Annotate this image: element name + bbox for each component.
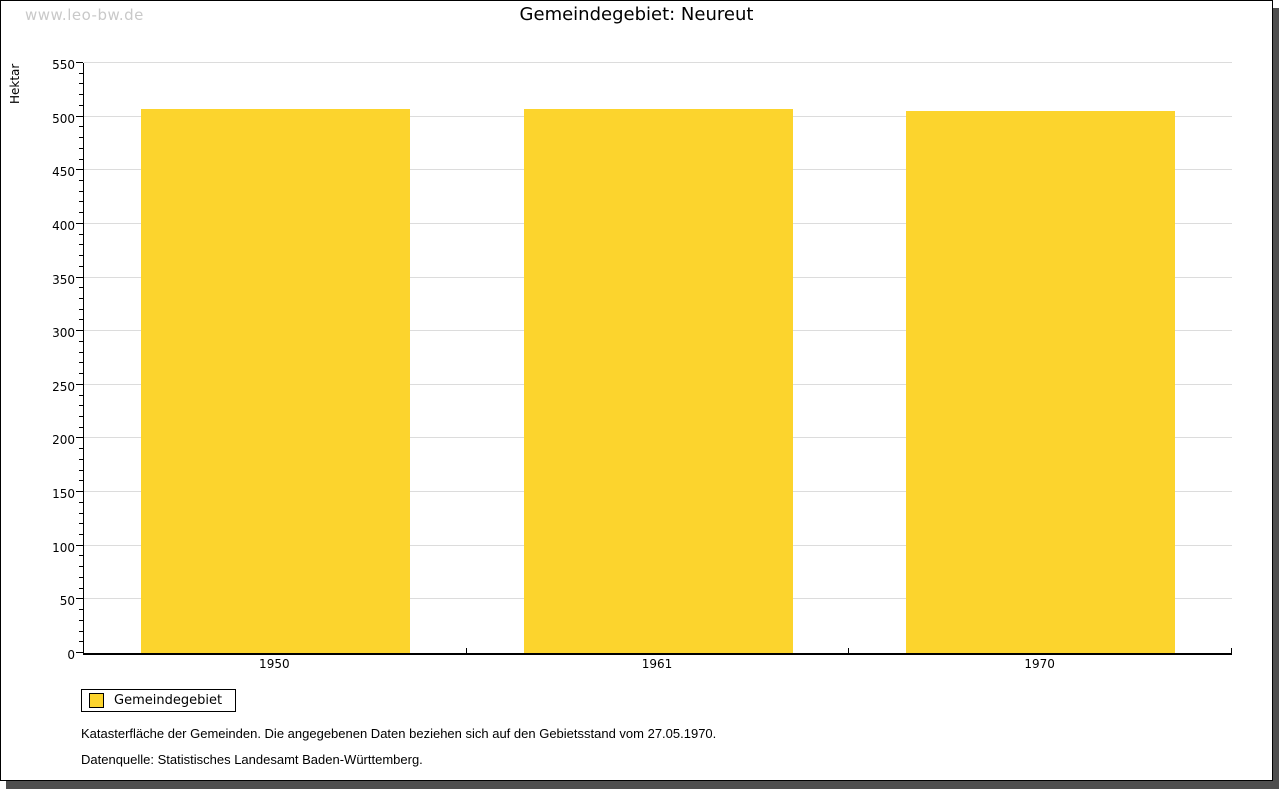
y-minor-tick bbox=[79, 512, 83, 514]
y-minor-tick bbox=[79, 126, 83, 128]
y-tick-label: 350 bbox=[52, 272, 75, 287]
y-minor-tick bbox=[79, 244, 83, 246]
y-minor-tick bbox=[79, 405, 83, 407]
y-major-tick bbox=[76, 330, 83, 332]
y-minor-tick bbox=[79, 255, 83, 257]
y-minor-tick bbox=[79, 501, 83, 503]
y-minor-tick bbox=[79, 448, 83, 450]
bar-1961 bbox=[523, 109, 793, 653]
y-minor-tick bbox=[79, 212, 83, 214]
watermark: www.leo-bw.de bbox=[25, 6, 144, 24]
y-tick-label: 100 bbox=[52, 540, 75, 555]
y-tick-label: 150 bbox=[52, 487, 75, 502]
y-minor-tick bbox=[79, 340, 83, 342]
legend-label: Gemeindegebiet bbox=[114, 693, 223, 708]
y-minor-tick bbox=[79, 480, 83, 482]
y-minor-tick bbox=[79, 523, 83, 525]
y-minor-tick bbox=[79, 641, 83, 643]
y-minor-tick bbox=[79, 158, 83, 160]
y-tick-label: 400 bbox=[52, 218, 75, 233]
y-minor-tick bbox=[79, 458, 83, 460]
y-minor-tick bbox=[79, 180, 83, 181]
footer-note-source-date: Katasterfläche der Gemeinden. Die angege… bbox=[81, 726, 717, 741]
y-tick-label: 0 bbox=[67, 648, 75, 662]
y-tick-label: 50 bbox=[59, 594, 75, 609]
y-minor-tick bbox=[79, 619, 83, 621]
y-minor-tick bbox=[79, 362, 83, 364]
bar-1950 bbox=[140, 109, 410, 653]
x-tick-label: 1970 bbox=[1024, 657, 1055, 671]
y-minor-tick bbox=[79, 555, 83, 557]
x-boundary-tick bbox=[465, 648, 467, 653]
x-tick-label: 1950 bbox=[259, 657, 290, 671]
y-major-tick bbox=[76, 169, 83, 171]
plot-area bbox=[76, 62, 1232, 655]
y-tick-label: 250 bbox=[52, 379, 75, 394]
chart-title: Gemeindegebiet: Neureut bbox=[519, 4, 754, 25]
y-major-tick bbox=[76, 598, 83, 600]
y-minor-tick bbox=[79, 287, 83, 289]
y-major-tick bbox=[76, 222, 83, 224]
y-minor-tick bbox=[79, 394, 83, 396]
y-tick-label: 500 bbox=[52, 111, 75, 126]
y-minor-tick bbox=[79, 319, 83, 321]
y-major-tick bbox=[76, 115, 83, 117]
y-minor-tick bbox=[79, 201, 83, 203]
x-tick-label: 1961 bbox=[641, 657, 673, 671]
y-minor-tick bbox=[79, 351, 83, 353]
y-minor-tick bbox=[79, 469, 83, 471]
x-boundary-tick bbox=[1231, 648, 1232, 653]
y-minor-tick bbox=[79, 94, 83, 96]
y-minor-tick bbox=[79, 416, 83, 417]
y-tick-label: 300 bbox=[52, 326, 75, 341]
y-major-tick bbox=[76, 383, 83, 385]
y-minor-tick bbox=[79, 190, 83, 192]
y-major-tick bbox=[76, 544, 83, 546]
y-minor-tick bbox=[79, 233, 83, 235]
y-minor-tick bbox=[79, 426, 83, 428]
y-minor-tick bbox=[79, 104, 83, 106]
y-tick-label: 550 bbox=[52, 58, 75, 72]
y-minor-tick bbox=[79, 147, 83, 149]
y-minor-tick bbox=[79, 72, 83, 74]
y-minor-tick bbox=[79, 534, 83, 535]
y-minor-tick bbox=[79, 566, 83, 568]
gridline bbox=[84, 62, 1232, 63]
y-minor-tick bbox=[79, 630, 83, 632]
legend: Gemeindegebiet bbox=[81, 689, 237, 712]
y-major-tick bbox=[76, 276, 83, 278]
y-minor-tick bbox=[79, 265, 83, 267]
y-tick-label: 200 bbox=[52, 433, 75, 448]
y-minor-tick bbox=[79, 587, 83, 589]
y-major-tick bbox=[76, 62, 83, 63]
y-major-tick bbox=[76, 652, 83, 653]
y-major-tick bbox=[76, 437, 83, 439]
x-axis-labels: 1950 1961 1970 bbox=[83, 657, 1231, 675]
y-minor-tick bbox=[79, 83, 83, 85]
y-minor-tick bbox=[79, 308, 83, 310]
y-minor-tick bbox=[79, 576, 83, 578]
y-minor-tick bbox=[79, 298, 83, 299]
y-minor-tick bbox=[79, 137, 83, 139]
y-major-tick bbox=[76, 491, 83, 493]
x-boundary-tick bbox=[848, 648, 850, 653]
footer-note-data-source: Datenquelle: Statistisches Landesamt Bad… bbox=[81, 752, 423, 767]
y-tick-label: 450 bbox=[52, 165, 75, 180]
y-minor-tick bbox=[79, 609, 83, 611]
legend-swatch bbox=[89, 693, 104, 708]
y-minor-tick bbox=[79, 373, 83, 375]
bar-1970 bbox=[906, 111, 1176, 653]
y-axis-labels: 0 50 100 150 200 250 300 350 400 450 500 550 bbox=[1, 58, 75, 662]
